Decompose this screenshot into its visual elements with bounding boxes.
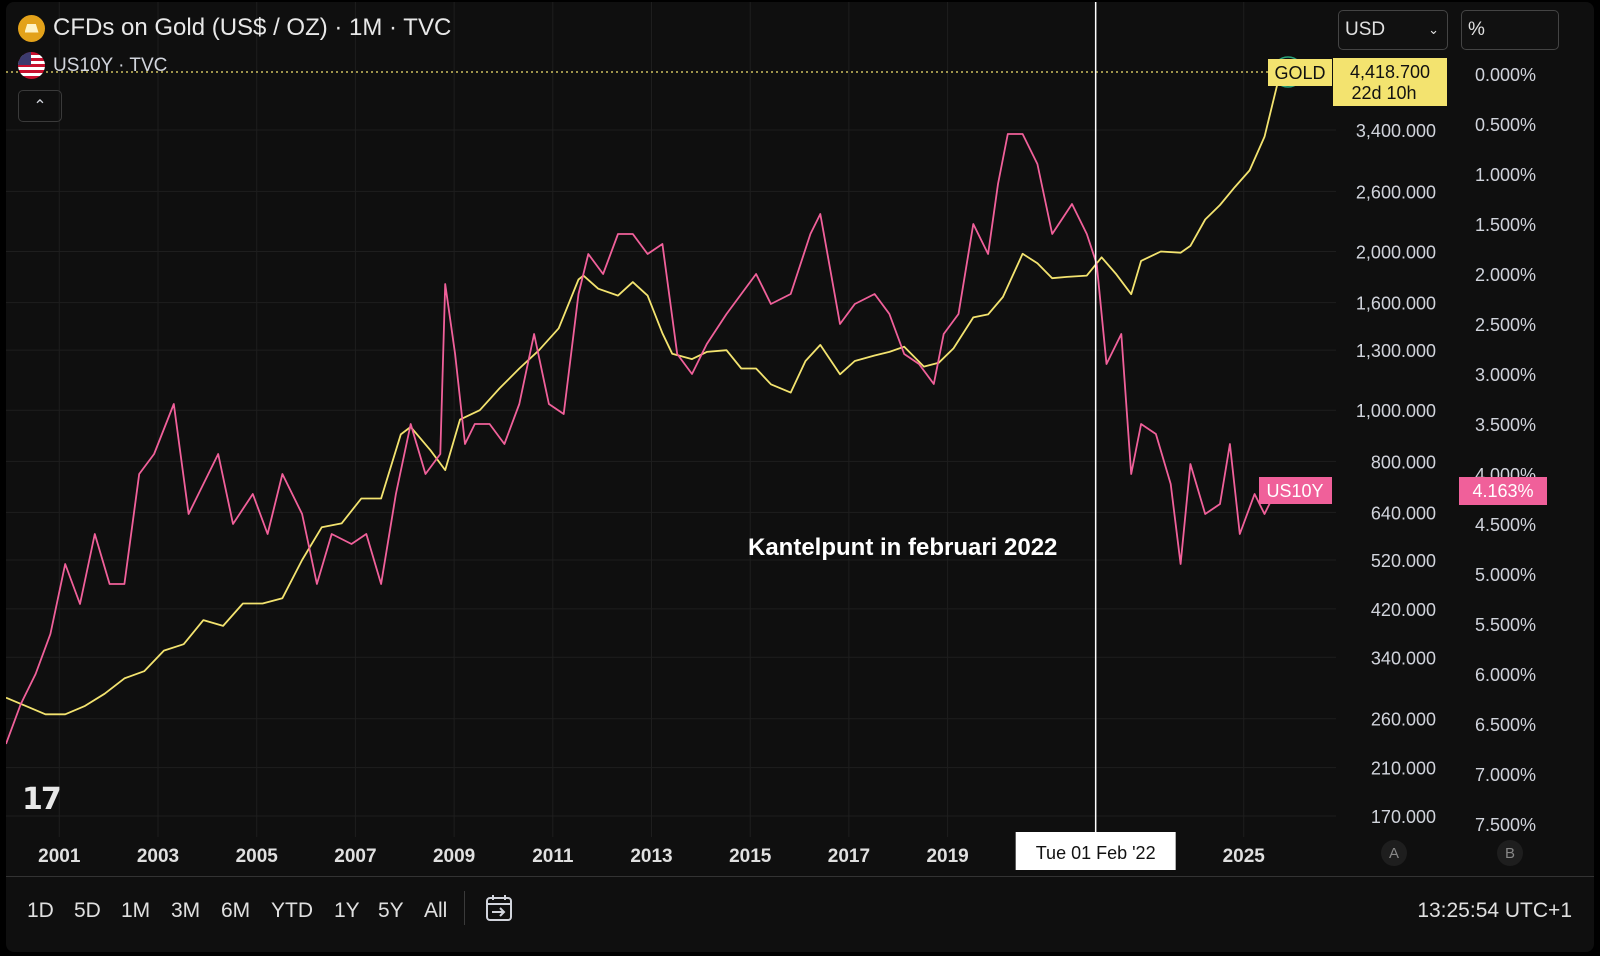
scale-mode-button[interactable]: % (1461, 10, 1559, 50)
gold-price-line (6, 75, 1281, 716)
gold-axis-tick: 800.000 (1371, 452, 1436, 472)
series2-row[interactable]: US10Y · TVC (18, 52, 167, 79)
yield-axis-tick: 3.000% (1475, 365, 1536, 385)
x-axis-tick: 2005 (236, 846, 279, 867)
annotation-label: Kantelpunt in februari 2022 (748, 534, 1057, 561)
x-axis-tick: 2001 (38, 846, 81, 867)
gold-axis-tick: 520.000 (1371, 551, 1436, 571)
gold-axis-tick: 3,400.000 (1356, 121, 1436, 141)
toolbar-divider (464, 891, 465, 925)
gold-axis-tick: 420.000 (1371, 600, 1436, 620)
us10y-yield-line (6, 133, 1281, 745)
gold-countdown: 22d 10h (1351, 83, 1416, 103)
us10y-tag-label: US10Y (1266, 481, 1323, 501)
calendar-goto-icon[interactable] (484, 893, 514, 923)
x-axis-tick: 2017 (828, 846, 870, 867)
x-axis-tick: 2011 (532, 846, 574, 867)
scale-mode-value: % (1468, 19, 1485, 40)
us10y-value: 4.163% (1472, 481, 1533, 501)
gold-tag-box (1268, 59, 1332, 86)
gold-axis-tick: 260.000 (1371, 710, 1436, 730)
price-chart[interactable]: Kantelpunt in februari 2022 3,400.000 2,60… (6, 2, 1594, 876)
yield-axis-tick: 0.500% (1475, 115, 1536, 135)
gold-axis-tick: 640.000 (1371, 503, 1436, 523)
gold-axis-tick: 2,600.000 (1356, 182, 1436, 202)
yield-axis-tick: 6.000% (1475, 665, 1536, 685)
timeframe-5y[interactable]: 5Y (378, 899, 404, 922)
x-axis-tick: 2019 (926, 846, 968, 867)
timeframe-bar: 1D 5D 1M 3M 6M YTD 1Y 5Y All 13:25:54 UT… (6, 876, 1594, 952)
currency-select[interactable]: USD ⌄ (1338, 10, 1448, 50)
timeframe-5d[interactable]: 5D (74, 899, 101, 922)
yield-axis-tick: 2.000% (1475, 265, 1536, 285)
timeframe-1m[interactable]: 1M (121, 899, 151, 922)
yield-axis-tick: 3.500% (1475, 415, 1536, 435)
axis-b-button[interactable]: B (1497, 840, 1523, 866)
yield-axis-tick: 7.500% (1475, 815, 1536, 835)
timeframe-ytd[interactable]: YTD (271, 899, 313, 922)
x-axis-tick: 2025 (1223, 846, 1266, 867)
gold-bars-icon (18, 14, 45, 42)
gold-price-box (1333, 58, 1447, 106)
timeframe-1y[interactable]: 1Y (334, 899, 360, 922)
yield-axis-tick: 1.000% (1475, 165, 1536, 185)
x-axis-tick: 2003 (137, 846, 179, 867)
yield-axis-tick: 0.000% (1475, 65, 1536, 85)
timeframe-all[interactable]: All (424, 899, 448, 922)
crosshair-date-box (1015, 832, 1176, 870)
collapse-legend-button[interactable]: ⌃ (18, 90, 62, 122)
us10y-value-box (1459, 477, 1547, 505)
yield-axis-tick: 5.500% (1475, 615, 1536, 635)
timeframe-3m[interactable]: 3M (171, 899, 201, 922)
gold-price-value: 4,418.700 (1350, 62, 1430, 82)
yield-axis-tick: 5.000% (1475, 565, 1536, 585)
x-axis-tick: 2015 (729, 846, 772, 867)
tradingview-logo: 17 (22, 782, 62, 817)
gold-axis-tick: 1,000.000 (1356, 401, 1436, 421)
clock: 13:25:54 UTC+1 (1417, 899, 1572, 922)
currency-value: USD (1345, 19, 1386, 40)
x-axis-tick: 2013 (630, 846, 672, 867)
chart-title-row[interactable]: CFDs on Gold (US$ / OZ) · 1M · TVC (18, 14, 451, 42)
us-flag-icon (18, 52, 45, 79)
gold-axis-tick: 1,300.000 (1356, 341, 1436, 361)
yield-axis-tick: 1.500% (1475, 215, 1536, 235)
gold-axis-tick: 340.000 (1371, 648, 1436, 668)
yield-axis-tick: 7.000% (1475, 765, 1536, 785)
x-axis-tick: 2009 (433, 846, 475, 867)
gold-tag-label: GOLD (1274, 63, 1325, 83)
series2-label: US10Y · TVC (53, 54, 168, 76)
timeframe-6m[interactable]: 6M (221, 899, 251, 922)
x-axis-tick: 2007 (334, 846, 376, 867)
chart-window: Kantelpunt in februari 2022 3,400.000 2,60… (6, 2, 1594, 952)
yield-axis-tick: 6.500% (1475, 715, 1536, 735)
yield-axis-tick: 2.500% (1475, 315, 1536, 335)
axis-a-button[interactable]: A (1381, 840, 1407, 866)
gold-axis-tick: 170.000 (1371, 807, 1436, 827)
crosshair-date-label: Tue 01 Feb '22 (1036, 843, 1156, 863)
us10y-tag-box (1259, 477, 1332, 504)
gold-axis-tick: 210.000 (1371, 759, 1436, 779)
gold-axis-tick: 1,600.000 (1356, 294, 1436, 314)
chevron-down-icon: ⌄ (1428, 22, 1439, 37)
yield-axis-tick: 4.500% (1475, 515, 1536, 535)
chart-title: CFDs on Gold (US$ / OZ) · 1M · TVC (53, 14, 452, 41)
timeframe-1d[interactable]: 1D (27, 899, 54, 922)
gold-axis-tick: 2,000.000 (1356, 243, 1436, 263)
chevron-up-icon: ⌃ (33, 98, 47, 115)
